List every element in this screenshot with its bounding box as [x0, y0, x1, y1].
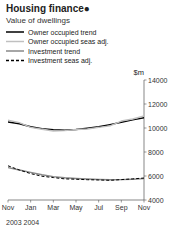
y-tick	[144, 200, 147, 201]
x-tick	[8, 200, 9, 203]
line	[8, 168, 144, 180]
y-tick-label: 6000	[148, 173, 164, 180]
legend-swatch	[6, 41, 24, 43]
y-tick	[144, 104, 147, 105]
x-tick	[98, 200, 99, 203]
legend-label: Owner occupied trend	[28, 29, 97, 37]
x-tick-label: Sep	[115, 204, 128, 212]
legend: Owner occupied trendOwner occupied seas …	[6, 29, 109, 66]
legend-swatch	[6, 31, 24, 33]
legend-label: Investment trend	[28, 48, 80, 55]
x-tick	[76, 200, 77, 203]
subtitle: Value of dwellings	[6, 16, 70, 25]
y-tick	[144, 80, 147, 81]
y-tick	[144, 176, 147, 177]
x-tick-label: Jan	[25, 204, 36, 211]
x-tick-label: Nov	[2, 204, 15, 211]
x-tick	[144, 200, 145, 203]
y-tick-label: 12000	[148, 101, 168, 108]
legend-swatch	[6, 60, 24, 62]
x-tick-label: Jul	[94, 204, 103, 211]
x-tick-label: May	[69, 204, 83, 212]
x-tick	[30, 200, 31, 203]
plot-area	[8, 116, 144, 180]
x-tick	[53, 200, 54, 203]
x-axis-label: 2003 2004	[6, 219, 39, 226]
y-tick	[144, 128, 147, 129]
y-tick-label: 14000	[148, 77, 168, 84]
legend-label: Owner occupied seas adj.	[28, 38, 109, 46]
line	[8, 166, 144, 181]
line	[8, 116, 144, 131]
y-axis	[144, 80, 145, 200]
y-tick	[144, 152, 147, 153]
line	[8, 118, 144, 130]
y-tick-label: 8000	[148, 149, 164, 156]
legend-label: Investment seas adj.	[28, 57, 92, 65]
y-tick-label: 4000	[148, 197, 164, 204]
title: Housing finance●	[6, 3, 90, 14]
x-tick-label: Mar	[47, 204, 60, 211]
x-tick-label: Nov	[138, 204, 151, 211]
chart: Housing finance● Value of dwellings Owner …	[0, 0, 180, 229]
legend-swatch	[6, 50, 24, 52]
y-axis-label: $m	[134, 68, 144, 77]
x-tick	[121, 200, 122, 203]
y-tick-label: 10000	[148, 125, 168, 132]
